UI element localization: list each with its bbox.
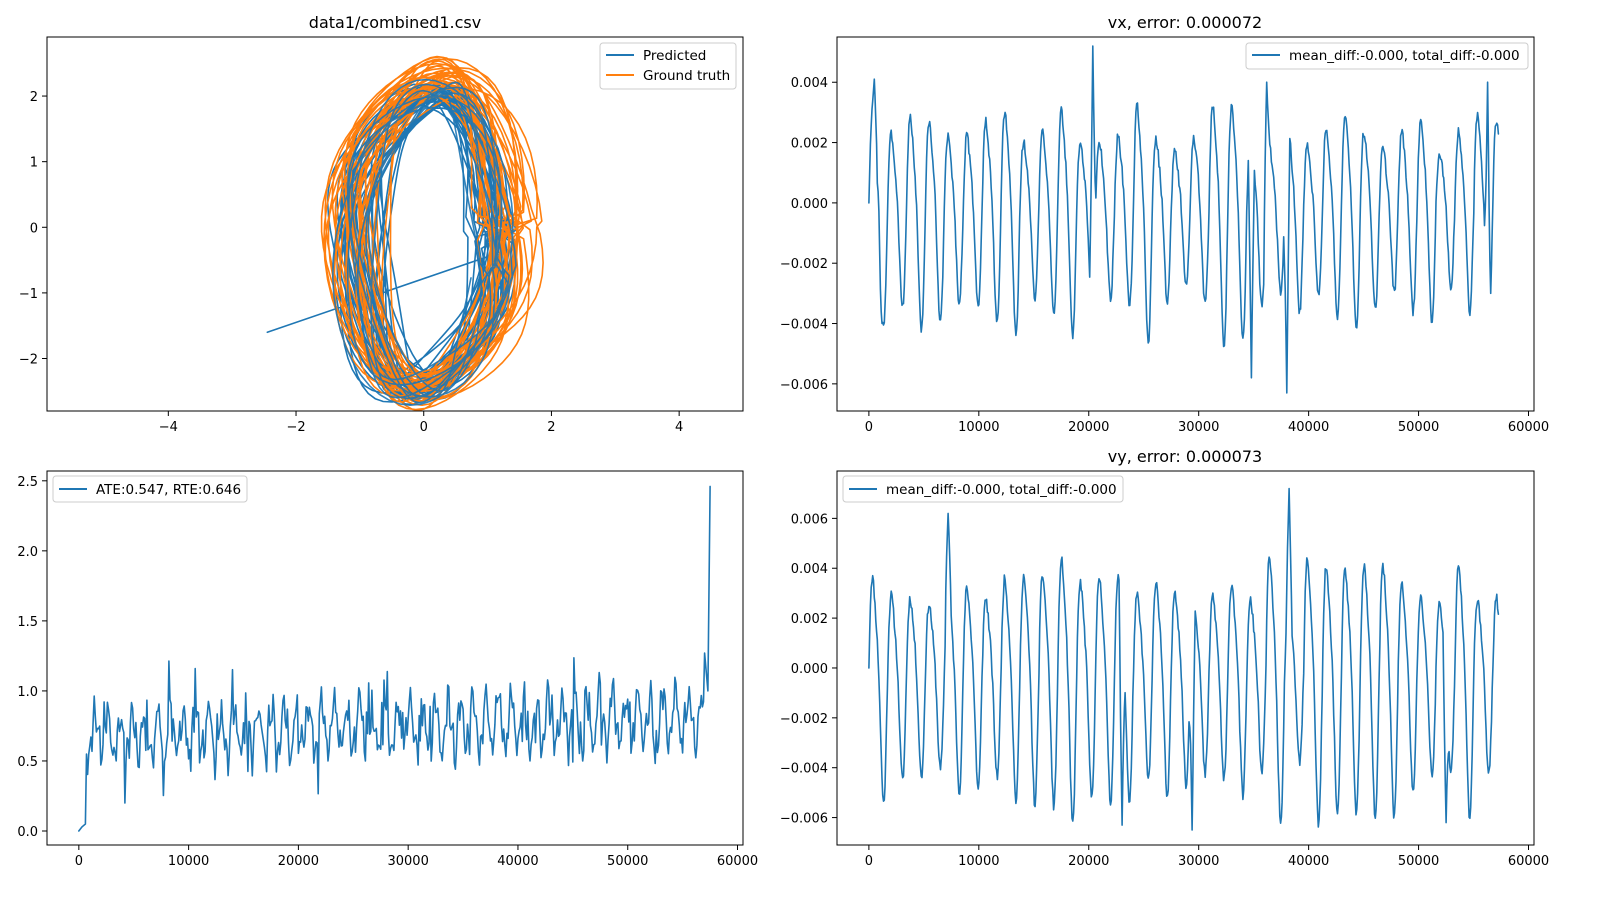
vx-xtick-label: 0 [865, 420, 873, 435]
vx-xtick-label: 10000 [958, 420, 999, 435]
vx-xtick-label: 40000 [1288, 420, 1329, 435]
ate-ytick-label: 2.5 [17, 475, 38, 490]
vy-xtick-label: 50000 [1398, 854, 1439, 869]
trajectory-title: data1/combined1.csv [309, 13, 481, 32]
ate-ytick-label: 1.5 [17, 615, 38, 630]
legend-label-ground-truth: Ground truth [643, 68, 730, 84]
vy-xtick-label: 10000 [958, 854, 999, 869]
ate-ticks: 0 10000 20000 30000 40000 50000 60000 0.0 0.5 1.0… [17, 475, 758, 869]
trajectory-plot-area [266, 55, 544, 411]
trajectory-legend: Predicted Ground truth [599, 42, 737, 90]
trajectory-panel: data1/combined1.csv −4 −2 0 2 4 −2 −1 0 1 2 Predi… [19, 13, 744, 435]
vy-title: vy, error: 0.000073 [1108, 447, 1262, 466]
trajectory-xtick-label: 4 [675, 420, 683, 435]
vy-axes-frame [836, 470, 1535, 846]
ate-xtick-label: 60000 [717, 854, 758, 869]
ate-ytick-label: 0.0 [17, 825, 38, 840]
vy-xtick-label: 60000 [1508, 854, 1549, 869]
vx-xtick-label: 50000 [1398, 420, 1439, 435]
vx-xtick-label: 30000 [1178, 420, 1219, 435]
vx-xtick-label: 60000 [1508, 420, 1549, 435]
ate-xtick-label: 0 [75, 854, 83, 869]
legend-box [842, 475, 1124, 503]
vx-ytick-label: −0.002 [780, 257, 828, 272]
vx-axes-frame [836, 36, 1535, 412]
vy-plot-area [868, 487, 1500, 831]
vy-ytick-label: −0.006 [780, 812, 828, 827]
vx-ytick-label: −0.006 [780, 378, 828, 393]
vx-panel: vx, error: 0.000072 0 10000 20000 30000 4000… [780, 13, 1549, 435]
vy-panel: vy, error: 0.000073 0 10000 20000 30000 4000… [780, 447, 1549, 869]
vx-ticks: 0 10000 20000 30000 40000 50000 60000 −0.006 −0.… [780, 76, 1549, 435]
legend-box [1245, 42, 1529, 70]
trajectory-series-0-overlay-line [332, 78, 517, 406]
trajectory-series-1-line [320, 55, 544, 411]
vy-ytick-label: −0.004 [780, 762, 828, 777]
ate-ytick-label: 0.5 [17, 755, 38, 770]
ate-series-0-line [78, 485, 711, 832]
trajectory-ytick-label: −2 [19, 353, 38, 368]
vy-series-0-line [868, 487, 1500, 831]
ate-axes-frame [46, 470, 744, 846]
ate-plot-area [78, 485, 711, 832]
trajectory-xtick-label: −4 [159, 420, 178, 435]
trajectory-axes-frame [46, 36, 744, 412]
trajectory-ytick-label: 2 [30, 90, 38, 105]
vx-title: vx, error: 0.000072 [1108, 13, 1262, 32]
vy-ytick-label: 0.006 [791, 512, 828, 527]
vx-plot-area [868, 45, 1500, 394]
vx-ytick-label: 0.002 [791, 137, 828, 152]
vx-ytick-label: 0.004 [791, 76, 828, 91]
ate-ytick-label: 1.0 [17, 685, 38, 700]
vy-ytick-label: 0.002 [791, 612, 828, 627]
vx-xtick-label: 20000 [1068, 420, 1109, 435]
ate-xtick-label: 20000 [278, 854, 319, 869]
vy-ytick-label: 0.004 [791, 562, 828, 577]
vy-ytick-label: −0.002 [780, 712, 828, 727]
trajectory-ytick-label: −1 [19, 287, 38, 302]
ate-xtick-label: 30000 [387, 854, 428, 869]
trajectory-xtick-label: 0 [420, 420, 428, 435]
vx-ytick-label: −0.004 [780, 318, 828, 333]
vy-ytick-label: 0.000 [791, 662, 828, 677]
legend-label-predicted: Predicted [643, 48, 706, 64]
trajectory-ytick-label: 1 [30, 156, 38, 171]
vy-xtick-label: 30000 [1178, 854, 1219, 869]
ate-legend: ATE:0.547, RTE:0.646 [52, 475, 248, 503]
vx-series-0-line [868, 45, 1500, 394]
trajectory-ytick-label: 0 [30, 221, 38, 236]
legend-label-vy: mean_diff:-0.000, total_diff:-0.000 [886, 482, 1117, 498]
ate-xtick-label: 50000 [607, 854, 648, 869]
legend-label-ate: ATE:0.547, RTE:0.646 [96, 482, 241, 498]
legend-box [52, 475, 248, 503]
vy-xtick-label: 20000 [1068, 854, 1109, 869]
ate-ytick-label: 2.0 [17, 545, 38, 560]
legend-label-vx: mean_diff:-0.000, total_diff:-0.000 [1289, 48, 1520, 64]
trajectory-ticks: −4 −2 0 2 4 −2 −1 0 1 2 [19, 90, 683, 435]
vy-xtick-label: 40000 [1288, 854, 1329, 869]
ate-xtick-label: 40000 [497, 854, 538, 869]
vy-legend: mean_diff:-0.000, total_diff:-0.000 [842, 475, 1124, 503]
vx-legend: mean_diff:-0.000, total_diff:-0.000 [1245, 42, 1529, 70]
trajectory-xtick-label: −2 [286, 420, 305, 435]
vy-xtick-label: 0 [865, 854, 873, 869]
vy-ticks: 0 10000 20000 30000 40000 50000 60000 −0.006 −0.… [780, 512, 1549, 869]
vx-ytick-label: 0.000 [791, 197, 828, 212]
ate-panel: 0 10000 20000 30000 40000 50000 60000 0.0 0.5 1.0… [17, 470, 758, 869]
trajectory-xtick-label: 2 [547, 420, 555, 435]
ate-xtick-label: 10000 [168, 854, 209, 869]
